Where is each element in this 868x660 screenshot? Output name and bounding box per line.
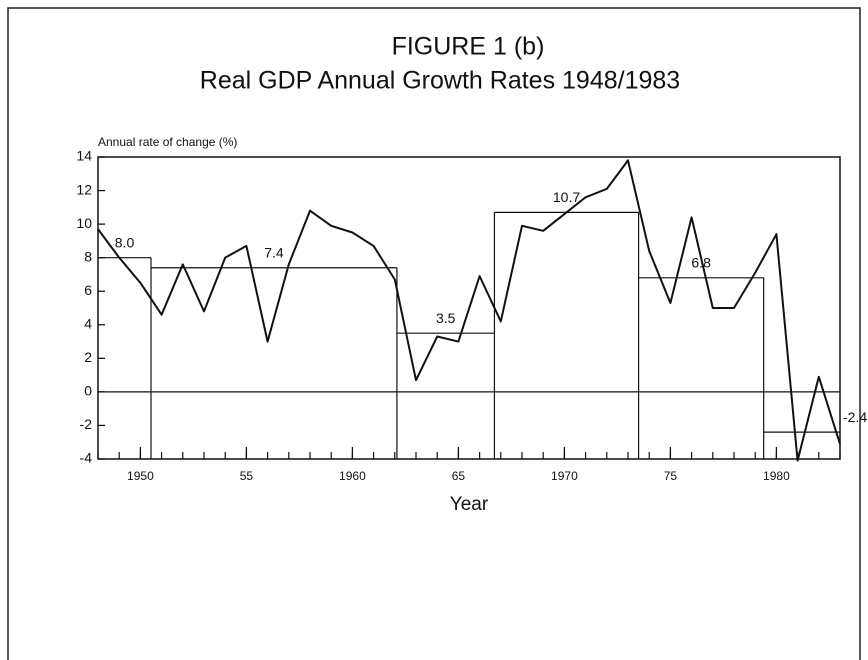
x-tick-label: 65 bbox=[452, 469, 466, 483]
chart-title: FIGURE 1 (b) bbox=[392, 33, 545, 61]
y-tick-label: 6 bbox=[84, 282, 92, 298]
x-tick-label: 1950 bbox=[127, 469, 154, 483]
chart-subtitle: Real GDP Annual Growth Rates 1948/1983 bbox=[200, 67, 680, 95]
x-axis-label: Year bbox=[450, 494, 489, 515]
period-label: -2.4 bbox=[843, 409, 867, 425]
y-axis-label: Annual rate of change (%) bbox=[98, 135, 237, 149]
x-tick-label: 1980 bbox=[763, 469, 790, 483]
growth-line bbox=[97, 159, 841, 462]
x-tick-label: 55 bbox=[240, 469, 254, 483]
y-tick-label: 2 bbox=[84, 349, 92, 365]
y-tick-label: 0 bbox=[84, 383, 92, 399]
x-tick-label: 1970 bbox=[551, 469, 578, 483]
period-label: 8.0 bbox=[115, 234, 135, 250]
y-tick-label: 4 bbox=[84, 315, 92, 331]
y-tick-label: 10 bbox=[76, 215, 92, 231]
y-tick-label: 8 bbox=[84, 248, 92, 264]
frame bbox=[7, 7, 861, 660]
x-tick-label: 75 bbox=[664, 469, 678, 483]
plot-frame bbox=[97, 156, 841, 460]
y-tick-label: -4 bbox=[80, 450, 93, 466]
y-tick-label: 14 bbox=[76, 148, 92, 164]
period-label: 7.4 bbox=[264, 244, 284, 260]
y-tick-label: 12 bbox=[76, 181, 92, 197]
period-label: 3.5 bbox=[436, 310, 456, 326]
x-tick-label: 1960 bbox=[339, 469, 366, 483]
period-label: 10.7 bbox=[553, 189, 580, 205]
y-tick-label: -2 bbox=[80, 416, 93, 432]
